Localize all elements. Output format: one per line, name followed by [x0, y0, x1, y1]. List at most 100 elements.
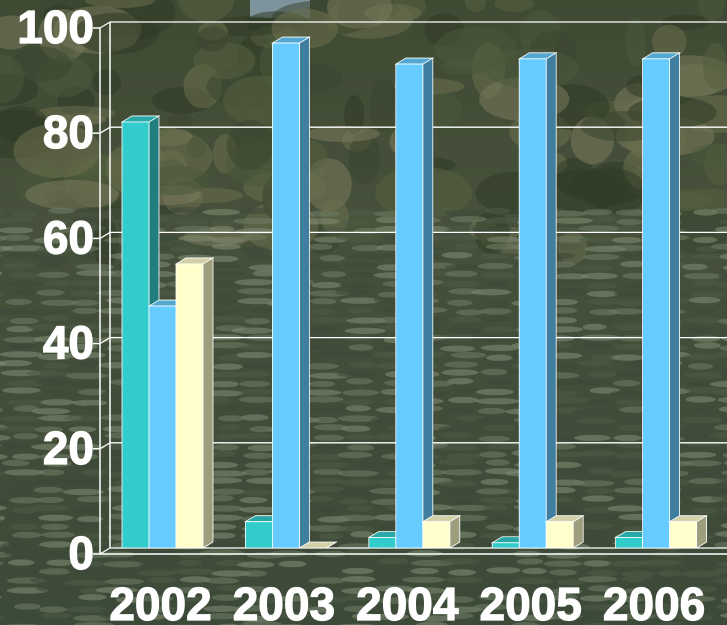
- tea-row-patch: [512, 622, 540, 625]
- tea-row-patch: [38, 596, 75, 604]
- tea-row-patch: [377, 597, 416, 604]
- tea-row-patch: [44, 219, 76, 226]
- tea-row-patch: [334, 525, 376, 533]
- tea-row-patch: [588, 541, 617, 549]
- tea-row-patch: [45, 279, 73, 287]
- bar-side: [422, 57, 434, 549]
- bar-front: [422, 521, 451, 549]
- tea-row-patch: [718, 273, 727, 280]
- tea-row-patch: [619, 406, 650, 413]
- tea-row-patch: [346, 253, 390, 260]
- tea-row-patch: [446, 234, 480, 241]
- tea-row-patch: [718, 406, 727, 413]
- tea-row-patch: [377, 558, 409, 565]
- tea-row-patch: [8, 559, 35, 566]
- tea-row-patch: [692, 280, 720, 287]
- bar-front: [121, 121, 150, 549]
- tea-row-patch: [77, 461, 106, 468]
- y-tick-label: 40: [43, 317, 94, 369]
- tea-row-patch: [610, 470, 644, 478]
- tea-row-patch: [69, 521, 105, 529]
- tea-row-patch: [715, 622, 727, 625]
- bar-front: [518, 58, 547, 549]
- tea-row-patch: [573, 480, 615, 487]
- foliage-patch: [651, 24, 687, 60]
- tea-row-patch: [48, 207, 75, 214]
- tea-row-patch: [304, 262, 339, 269]
- tea-row-patch: [0, 209, 4, 214]
- tea-row-patch: [1, 459, 30, 467]
- tea-row-patch: [623, 588, 652, 595]
- tea-row-patch: [713, 541, 727, 549]
- tea-row-patch: [438, 558, 481, 565]
- tea-row-patch: [583, 253, 620, 261]
- tea-row-patch: [303, 325, 340, 333]
- tea-row-patch: [683, 353, 719, 361]
- tea-row-patch: [0, 595, 2, 599]
- foliage-patch: [11, 46, 72, 82]
- tea-row-patch: [620, 260, 648, 268]
- tea-row-patch: [485, 243, 522, 250]
- tea-row-patch: [486, 236, 521, 243]
- tea-row-patch: [724, 461, 727, 465]
- tea-row-patch: [581, 495, 616, 502]
- tea-row-patch: [0, 425, 40, 433]
- y-tick-label: 100: [17, 1, 94, 53]
- tea-row-patch: [26, 370, 71, 377]
- tea-row-patch: [638, 559, 683, 566]
- tea-row-patch: [237, 561, 275, 568]
- tea-row-patch: [337, 415, 380, 422]
- foliage-patch: [625, 17, 646, 67]
- tea-row-patch: [713, 351, 727, 358]
- foliage-patch: [196, 26, 228, 52]
- foliage-patch: [369, 79, 399, 132]
- tea-row-patch: [68, 426, 97, 433]
- tea-row-patch: [8, 272, 43, 279]
- tea-row-patch: [615, 399, 645, 406]
- foliage-patch: [702, 42, 727, 90]
- tea-row-patch: [0, 454, 8, 460]
- tea-row-patch: [309, 308, 336, 316]
- tea-row-patch: [5, 252, 40, 259]
- tea-row-patch: [476, 417, 520, 424]
- tea-row-patch: [643, 577, 681, 584]
- tea-row-patch: [205, 262, 241, 269]
- tea-row-patch: [307, 243, 333, 250]
- tea-row-patch: [691, 558, 720, 565]
- tea-row-patch: [63, 351, 106, 359]
- tea-row-patch: [716, 477, 727, 484]
- tea-row-patch: [350, 531, 375, 538]
- tea-row-patch: [338, 498, 370, 505]
- tea-row-patch: [690, 507, 719, 514]
- tea-row-patch: [588, 585, 613, 592]
- gridline-side: [99, 21, 111, 29]
- tea-row-patch: [485, 378, 515, 386]
- foliage-patch: [84, 0, 155, 9]
- tea-row-patch: [38, 353, 71, 361]
- tea-row-patch: [29, 577, 73, 584]
- tea-row-patch: [207, 255, 239, 262]
- foliage-patch: [320, 199, 350, 234]
- tea-row-patch: [29, 504, 69, 512]
- tea-row-patch: [456, 309, 483, 316]
- bar: [544, 514, 585, 549]
- tea-row-patch: [553, 273, 589, 280]
- tea-row-patch: [448, 498, 476, 505]
- tea-row-patch: [14, 603, 41, 610]
- tea-row-patch: [0, 336, 2, 340]
- tea-row-patch: [482, 425, 518, 432]
- tea-row-patch: [0, 271, 3, 276]
- tea-row-patch: [446, 453, 482, 460]
- gridline-side: [99, 547, 111, 555]
- bar: [421, 514, 462, 549]
- tea-row-patch: [300, 218, 340, 225]
- tea-row-patch: [43, 342, 75, 349]
- tea-row-patch: [11, 531, 42, 539]
- bar-front: [244, 521, 273, 549]
- tea-row-patch: [344, 327, 386, 334]
- tea-row-patch: [36, 246, 76, 253]
- tea-row-patch: [583, 209, 613, 216]
- tea-row-patch: [231, 327, 274, 334]
- tea-row-patch: [485, 281, 511, 288]
- tea-row-patch: [311, 568, 343, 575]
